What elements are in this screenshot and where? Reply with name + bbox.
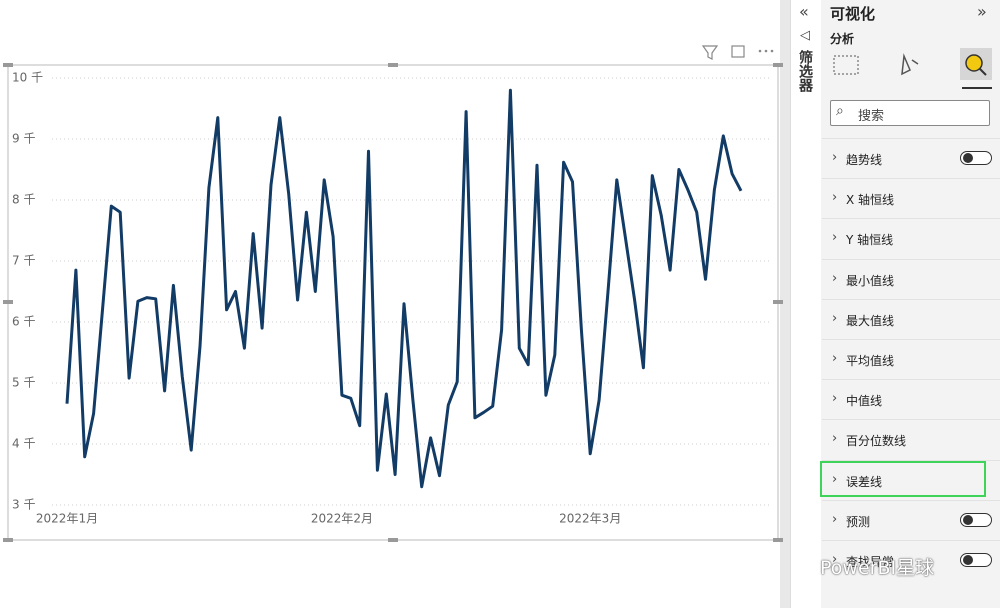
- item-label: X 轴恒线: [846, 193, 895, 208]
- resize-handle: [3, 63, 13, 67]
- item-label: 查找异常: [846, 555, 895, 569]
- item-label: Y 轴恒线: [846, 233, 894, 248]
- highlight-box: [820, 460, 986, 497]
- toggle[interactable]: [960, 512, 992, 527]
- analytics-item[interactable]: › 最小值线: [822, 258, 1000, 299]
- chevron: ›: [832, 391, 838, 407]
- analytics-icon[interactable]: [965, 54, 983, 72]
- line: [65, 88, 743, 489]
- analytics-item[interactable]: › 百分位数线: [822, 419, 1000, 459]
- pane-title: 可视化: [830, 5, 876, 23]
- analytics-icon-handle: [979, 68, 987, 76]
- analytics-item[interactable]: › 查找异常: [822, 540, 1000, 580]
- item-label: 中值线: [846, 394, 883, 409]
- filter-pane-icon: ◁: [800, 28, 810, 43]
- y-tick-label: 4 千: [12, 437, 35, 451]
- search-box[interactable]: [830, 100, 990, 126]
- toggle-knob: [963, 153, 973, 163]
- resize-handle: [388, 63, 398, 67]
- analytics-item[interactable]: › 预测: [822, 499, 1000, 540]
- chevron: ›: [832, 270, 838, 286]
- fields-icon[interactable]: [833, 55, 859, 75]
- y-tick-label: 5 千: [12, 376, 35, 390]
- item-label: 趋势线: [846, 153, 883, 167]
- analytics-item[interactable]: › X 轴恒线: [822, 178, 1000, 218]
- resize-handle: [773, 300, 783, 304]
- filter-icon[interactable]: [701, 45, 719, 60]
- chevron: ›: [832, 552, 838, 567]
- y-tick-label: 6 千: [12, 315, 35, 329]
- item-label: 百分位数线: [846, 434, 907, 449]
- analytics-item[interactable]: › 最大值线: [822, 298, 1000, 339]
- chart: 3 千 4 千 5 千 6 千 7 千 8 千 9 千 10 千 2022年1月 2022年2月 2…: [0, 0, 790, 608]
- toggle-knob: [963, 555, 973, 565]
- item-label: 预测: [846, 514, 871, 529]
- focus-icon[interactable]: [731, 45, 745, 58]
- chevron: ›: [832, 310, 838, 326]
- search-icon: ⌕: [836, 103, 844, 119]
- filters-title: 筛选器: [797, 50, 813, 92]
- chevron: ›: [832, 230, 838, 246]
- filters-pane[interactable]: [790, 0, 822, 608]
- divider: [780, 0, 790, 608]
- y-tick-label: 9 千: [12, 132, 35, 146]
- pane-tab-icons[interactable]: [822, 44, 1000, 94]
- resize-handle: [773, 63, 783, 67]
- analytics-item[interactable]: › 误差线: [822, 459, 1000, 500]
- item-label: 最大值线: [846, 313, 895, 328]
- x-tick-label: 2022年2月: [311, 512, 373, 526]
- expand-icon[interactable]: »: [977, 2, 987, 21]
- x-tick-label: 2022年3月: [559, 512, 621, 526]
- canvas: [0, 0, 780, 608]
- analytics-item[interactable]: › Y 轴恒线: [822, 218, 1000, 258]
- item-label: 最小值线: [846, 273, 895, 288]
- chevron: ›: [832, 190, 838, 206]
- y-tick-label: 3 千: [12, 498, 35, 512]
- visual-header-icons[interactable]: [701, 45, 774, 60]
- chevron: ›: [832, 511, 838, 527]
- resize-handle: [3, 538, 13, 542]
- more-icon[interactable]: [758, 49, 774, 53]
- toggle[interactable]: [960, 151, 992, 165]
- collapse-icon[interactable]: «: [799, 2, 809, 21]
- toggle-knob: [963, 514, 973, 525]
- y-tick-label: 10 千: [12, 71, 43, 85]
- chevron: ›: [832, 471, 838, 487]
- analytics-item[interactable]: › 趋势线: [822, 138, 1000, 178]
- analytics-item[interactable]: › 中值线: [822, 379, 1000, 419]
- toggle[interactable]: [960, 553, 992, 567]
- y-tick-label: 7 千: [12, 254, 35, 268]
- y-tick-label: 8 千: [12, 193, 35, 207]
- analytics-item[interactable]: › 平均值线: [822, 339, 1000, 379]
- item-label: 平均值线: [846, 354, 895, 368]
- chevron: ›: [832, 351, 838, 366]
- resize-handle: [3, 300, 13, 304]
- pane-tab: 分析: [830, 32, 855, 46]
- chevron: ›: [832, 150, 838, 165]
- resize-handle: [773, 538, 783, 542]
- watermark: PowerBI星球: [820, 557, 935, 579]
- search-placeholder: 搜索: [858, 109, 885, 124]
- x-tick-label: 2022年1月: [36, 512, 98, 526]
- format-icon[interactable]: [901, 53, 919, 76]
- resize-handle: [388, 538, 398, 542]
- chevron: ›: [832, 431, 838, 447]
- item-label: 误差线: [846, 474, 883, 489]
